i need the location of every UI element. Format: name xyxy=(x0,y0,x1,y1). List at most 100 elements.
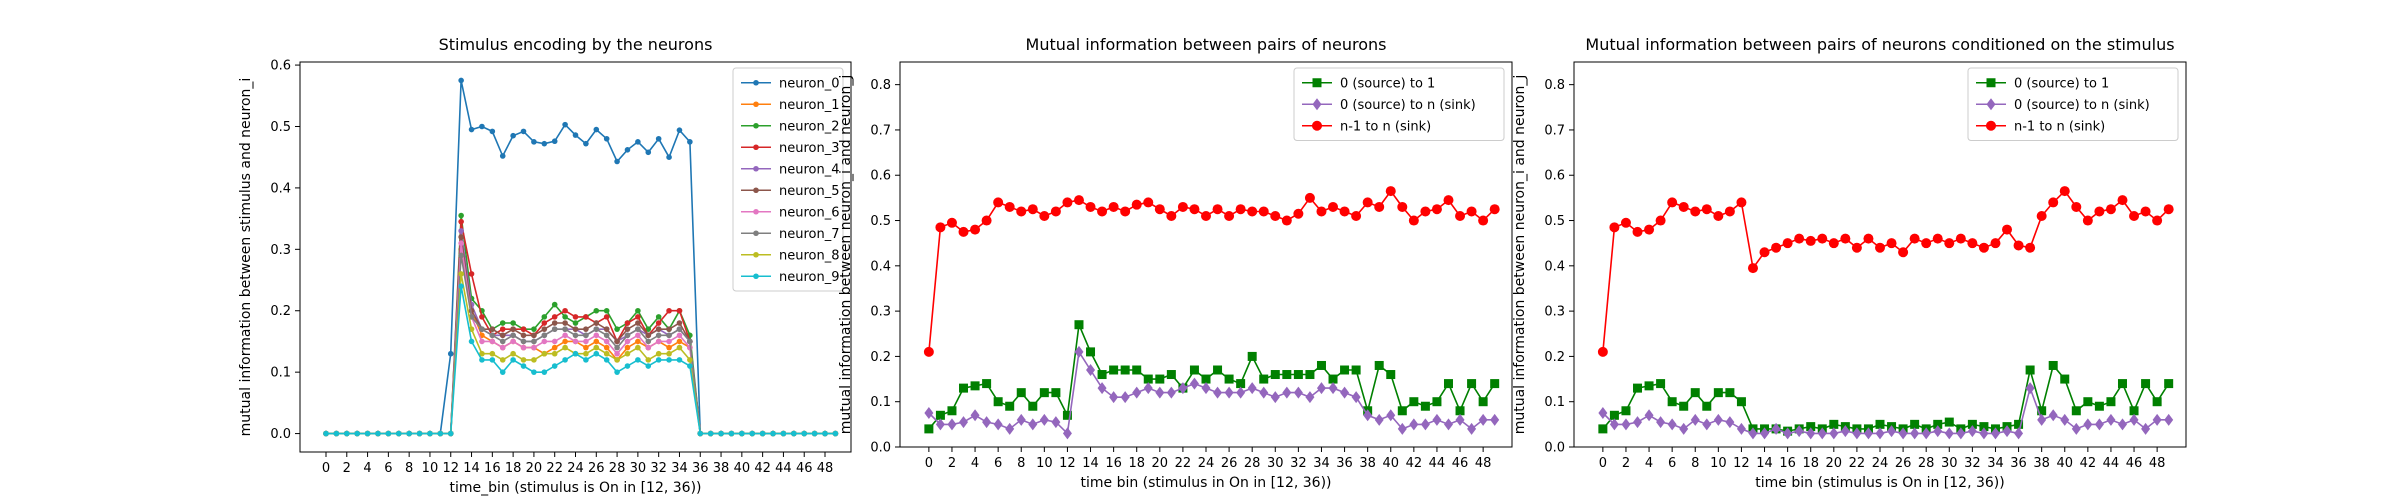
data-point xyxy=(541,314,548,320)
legend-label: neuron_9 xyxy=(779,270,840,285)
data-point xyxy=(1028,401,1038,411)
data-point xyxy=(1944,427,1954,440)
x-tick-label: 14 xyxy=(1082,456,1099,471)
legend-item: 0 (source) to n (sink) xyxy=(1976,98,2150,113)
data-point xyxy=(1293,208,1304,219)
data-point xyxy=(489,326,496,332)
data-point xyxy=(510,332,516,339)
data-point xyxy=(499,332,506,339)
data-point xyxy=(1120,365,1130,375)
data-point xyxy=(1039,388,1049,398)
data-point xyxy=(1713,388,1723,398)
data-point xyxy=(458,252,464,259)
data-point xyxy=(499,320,506,326)
legend-swatch-marker xyxy=(753,230,759,237)
data-point xyxy=(935,418,945,431)
data-point xyxy=(551,326,558,332)
data-point xyxy=(614,369,620,375)
data-point xyxy=(749,430,756,437)
legend-box xyxy=(1293,67,1505,141)
data-point xyxy=(551,363,558,369)
data-point xyxy=(1955,233,1966,244)
data-point xyxy=(499,153,506,159)
data-point xyxy=(645,326,652,332)
x-tick-label: 2 xyxy=(343,461,351,476)
data-point xyxy=(676,332,683,339)
x-tick-label: 46 xyxy=(796,461,813,476)
x-tick-label: 48 xyxy=(817,461,834,476)
data-point xyxy=(1609,222,1620,233)
data-point xyxy=(1736,397,1746,407)
data-point xyxy=(1236,386,1246,399)
data-point xyxy=(946,217,957,228)
data-point xyxy=(603,338,610,345)
x-tick-label: 42 xyxy=(2080,456,2097,471)
data-point xyxy=(1910,427,1920,440)
data-point xyxy=(1374,413,1384,426)
data-point xyxy=(1351,391,1361,404)
data-point xyxy=(624,320,631,326)
x-tick-label: 18 xyxy=(1128,456,1145,471)
data-point xyxy=(2014,419,2024,429)
data-point xyxy=(1328,382,1338,395)
data-point xyxy=(655,350,662,357)
data-point xyxy=(333,430,340,437)
data-point xyxy=(1840,425,1850,438)
data-point xyxy=(1875,242,1885,253)
x-tick-label: 0 xyxy=(925,456,933,471)
legend-item: neuron_5 xyxy=(741,184,840,199)
y-tick-label: 0.7 xyxy=(1544,123,1565,138)
data-point xyxy=(1397,406,1407,416)
x-tick-label: 10 xyxy=(1710,456,1727,471)
data-point xyxy=(1655,215,1666,226)
data-point xyxy=(593,350,600,357)
data-point xyxy=(832,430,839,437)
data-point xyxy=(2094,401,2104,411)
legend-label: 0 (source) to n (sink) xyxy=(1340,98,1476,113)
data-point xyxy=(1005,422,1015,435)
data-point xyxy=(624,363,631,369)
y-tick-label: 0.4 xyxy=(1544,259,1565,274)
data-point xyxy=(1109,365,1119,375)
data-point xyxy=(1097,206,1108,217)
x-tick-label: 26 xyxy=(588,461,605,476)
data-point xyxy=(489,338,496,345)
x-tick-label: 22 xyxy=(546,461,563,476)
x-tick-label: 32 xyxy=(650,461,667,476)
y-tick-label: 0.2 xyxy=(870,350,891,365)
data-point xyxy=(531,332,537,339)
x-tick-label: 42 xyxy=(754,461,771,476)
data-point xyxy=(1621,406,1631,416)
legend-item: neuron_8 xyxy=(741,248,840,263)
legend-item: neuron_1 xyxy=(741,98,840,113)
y-tick-label: 0.0 xyxy=(870,441,891,456)
x-tick-label: 2 xyxy=(1622,456,1630,471)
data-point xyxy=(1420,401,1430,411)
data-point xyxy=(1736,422,1746,435)
data-point xyxy=(947,418,957,431)
data-point xyxy=(1806,427,1816,440)
data-point xyxy=(1713,413,1723,426)
data-point xyxy=(1725,416,1735,429)
data-point xyxy=(958,226,969,237)
chart-title: Mutual information between pairs of neur… xyxy=(1026,35,1387,54)
data-point xyxy=(1409,397,1419,407)
data-point xyxy=(1086,347,1096,357)
x-tick-label: 46 xyxy=(1452,456,1469,471)
data-point xyxy=(1247,351,1257,361)
data-point xyxy=(1154,204,1165,215)
data-point xyxy=(2025,242,2036,253)
series-0-source-to-1 xyxy=(924,320,1500,434)
data-point xyxy=(1875,427,1885,440)
legend-label: 0 (source) to n (sink) xyxy=(2014,98,2150,113)
data-point xyxy=(1817,233,1828,244)
data-point xyxy=(1305,391,1315,404)
x-tick-label: 12 xyxy=(1733,456,1750,471)
series-line xyxy=(928,189,1496,352)
data-point xyxy=(1074,320,1084,330)
data-point xyxy=(1189,377,1199,390)
data-point xyxy=(1397,201,1408,212)
data-point xyxy=(982,416,992,429)
data-point xyxy=(489,332,496,339)
data-point xyxy=(1408,215,1419,226)
